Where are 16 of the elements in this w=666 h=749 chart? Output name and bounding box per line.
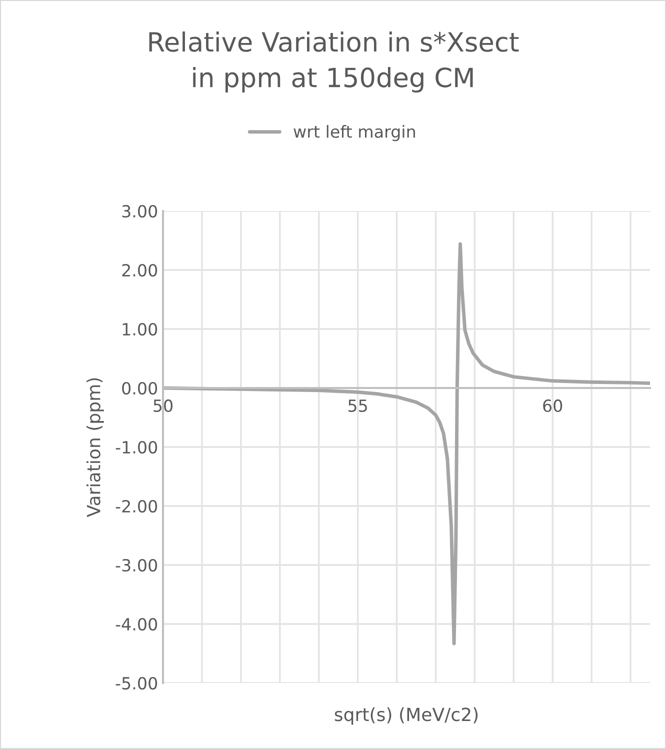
y-tick-label: -2.00 — [116, 500, 158, 513]
x-tick-label: 60 — [543, 399, 562, 412]
x-tick-label: 50 — [154, 399, 172, 412]
y-tick-label: -1.00 — [116, 440, 158, 454]
y-axis-title: Variation (ppm) — [86, 378, 104, 518]
x-tick-label: 55 — [348, 400, 367, 412]
y-tick-label: -5.00 — [116, 676, 158, 690]
y-tick-label: 3.00 — [122, 204, 158, 218]
legend-label: wrt left margin — [294, 125, 415, 142]
chart-title: Relative Variation in s*Xsect in ppm at 150deg CM — [149, 31, 519, 93]
y-tick-label: -3.00 — [116, 558, 158, 572]
y-tick-label: 2.00 — [122, 264, 158, 277]
y-tick-label: 1.00 — [122, 322, 158, 336]
y-tick-label: -4.00 — [116, 618, 158, 631]
y-tick-label: 0.00 — [122, 382, 158, 395]
x-axis-title: sqrt(s) (MeV/c2) — [334, 707, 478, 725]
